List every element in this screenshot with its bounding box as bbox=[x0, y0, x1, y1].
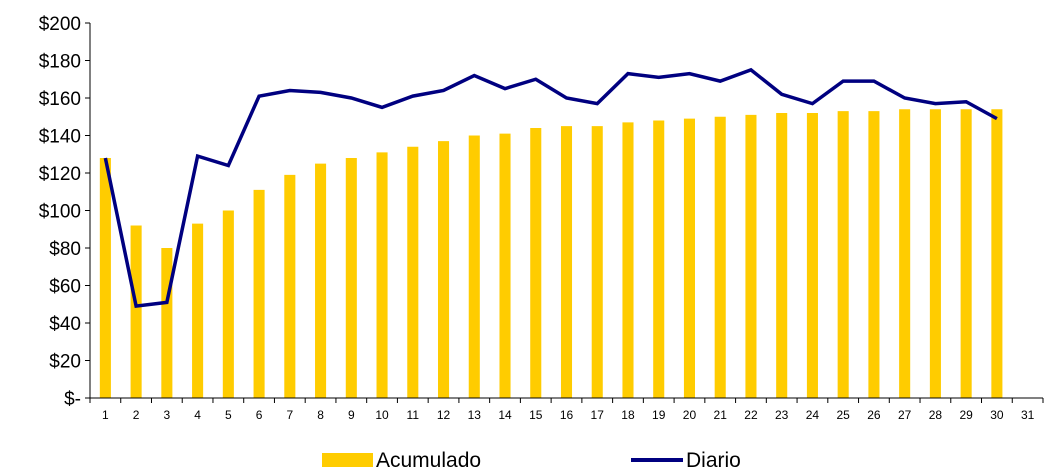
x-tick-label: 27 bbox=[898, 408, 912, 422]
x-tick-label: 8 bbox=[317, 408, 324, 422]
bar-acumulado bbox=[714, 116, 726, 398]
x-tick-label: 6 bbox=[256, 408, 263, 422]
x-tick-label: 3 bbox=[164, 408, 171, 422]
legend-label-diario: Diario bbox=[686, 449, 741, 469]
x-tick-label: 28 bbox=[929, 408, 943, 422]
bar-acumulado bbox=[806, 113, 818, 398]
x-axis: 1 2 3 4 5 6 7 8 9 10 11 12 13 14 15 16 17 18 19 20 21 22 23 24 2… bbox=[89, 397, 1044, 422]
x-tick-label: 31 bbox=[1021, 408, 1035, 422]
bar-acumulado bbox=[345, 158, 357, 398]
x-tick-label: 10 bbox=[375, 408, 389, 422]
line-series-diario bbox=[103, 67, 998, 309]
legend-swatch-acumulado bbox=[322, 453, 373, 467]
y-tick-label: $120 bbox=[39, 164, 81, 185]
bar-acumulado bbox=[745, 114, 757, 398]
bar-acumulado bbox=[868, 111, 880, 398]
bar-acumulado bbox=[530, 128, 542, 398]
bar-acumulado bbox=[130, 225, 142, 398]
bar-acumulado bbox=[253, 189, 265, 398]
x-tick-label: 29 bbox=[959, 408, 973, 422]
y-tick-label: $40 bbox=[49, 314, 81, 335]
x-tick-label: 17 bbox=[591, 408, 605, 422]
bar-acumulado bbox=[683, 118, 696, 398]
x-tick-label: 2 bbox=[133, 408, 140, 422]
x-tick-label: 15 bbox=[529, 408, 543, 422]
x-tick-label: 25 bbox=[836, 408, 850, 422]
x-tick-label: 5 bbox=[225, 408, 232, 422]
bar-acumulado bbox=[99, 158, 111, 398]
y-axis: $- $20 $40 $60 $80 $100 $120 $140 $160 $180 $200 bbox=[39, 14, 91, 410]
bar-series-acumulado bbox=[99, 109, 1003, 398]
bar-acumulado bbox=[192, 223, 204, 398]
bar-acumulado bbox=[837, 111, 849, 398]
bar-acumulado bbox=[315, 163, 327, 398]
bar-acumulado bbox=[653, 120, 665, 398]
bar-acumulado bbox=[776, 113, 788, 398]
y-tick-label: $80 bbox=[49, 239, 81, 260]
bar-acumulado bbox=[499, 133, 511, 398]
x-tick-label: 14 bbox=[498, 408, 512, 422]
bar-acumulado bbox=[991, 109, 1003, 398]
y-tick-label: $200 bbox=[39, 14, 81, 35]
x-tick-label: 26 bbox=[867, 408, 881, 422]
x-tick-label: 20 bbox=[683, 408, 697, 422]
line-diario bbox=[103, 67, 998, 309]
x-tick-label: 13 bbox=[468, 408, 482, 422]
x-tick-label: 12 bbox=[437, 408, 451, 422]
y-tick-label: $140 bbox=[39, 127, 81, 148]
y-tick-label: $- bbox=[64, 389, 81, 410]
x-tick-label: 22 bbox=[744, 408, 758, 422]
x-tick-label: 23 bbox=[775, 408, 789, 422]
legend: Acumulado Diario bbox=[322, 449, 741, 469]
bar-acumulado bbox=[407, 146, 419, 398]
x-tick-label: 4 bbox=[194, 408, 201, 422]
x-tick-label: 18 bbox=[621, 408, 635, 422]
bar-acumulado bbox=[222, 210, 234, 398]
x-tick-label: 19 bbox=[652, 408, 666, 422]
x-tick-label: 16 bbox=[560, 408, 574, 422]
bar-acumulado bbox=[376, 152, 388, 398]
x-tick-label: 7 bbox=[286, 408, 293, 422]
x-tick-label: 21 bbox=[714, 408, 728, 422]
bar-acumulado bbox=[560, 126, 573, 398]
y-tick-label: $20 bbox=[49, 352, 81, 373]
y-tick-label: $100 bbox=[39, 202, 81, 223]
x-tick-label: 24 bbox=[806, 408, 820, 422]
bar-acumulado bbox=[468, 135, 480, 398]
bar-acumulado bbox=[591, 126, 603, 398]
x-tick-label: 9 bbox=[348, 408, 355, 422]
legend-label-acumulado: Acumulado bbox=[376, 449, 481, 469]
y-tick-label: $60 bbox=[49, 277, 81, 298]
bar-acumulado bbox=[437, 141, 450, 398]
bar-acumulado bbox=[284, 174, 296, 398]
y-tick-label: $160 bbox=[39, 89, 81, 110]
x-tick-label: 1 bbox=[102, 408, 109, 422]
bar-acumulado bbox=[960, 109, 972, 398]
bar-acumulado bbox=[161, 248, 173, 398]
x-tick-label: 11 bbox=[407, 408, 420, 422]
bar-acumulado bbox=[899, 109, 911, 398]
y-tick-label: $180 bbox=[39, 52, 81, 73]
x-tick-label: 30 bbox=[990, 408, 1004, 422]
bar-acumulado bbox=[622, 122, 634, 398]
bar-acumulado bbox=[929, 109, 941, 398]
